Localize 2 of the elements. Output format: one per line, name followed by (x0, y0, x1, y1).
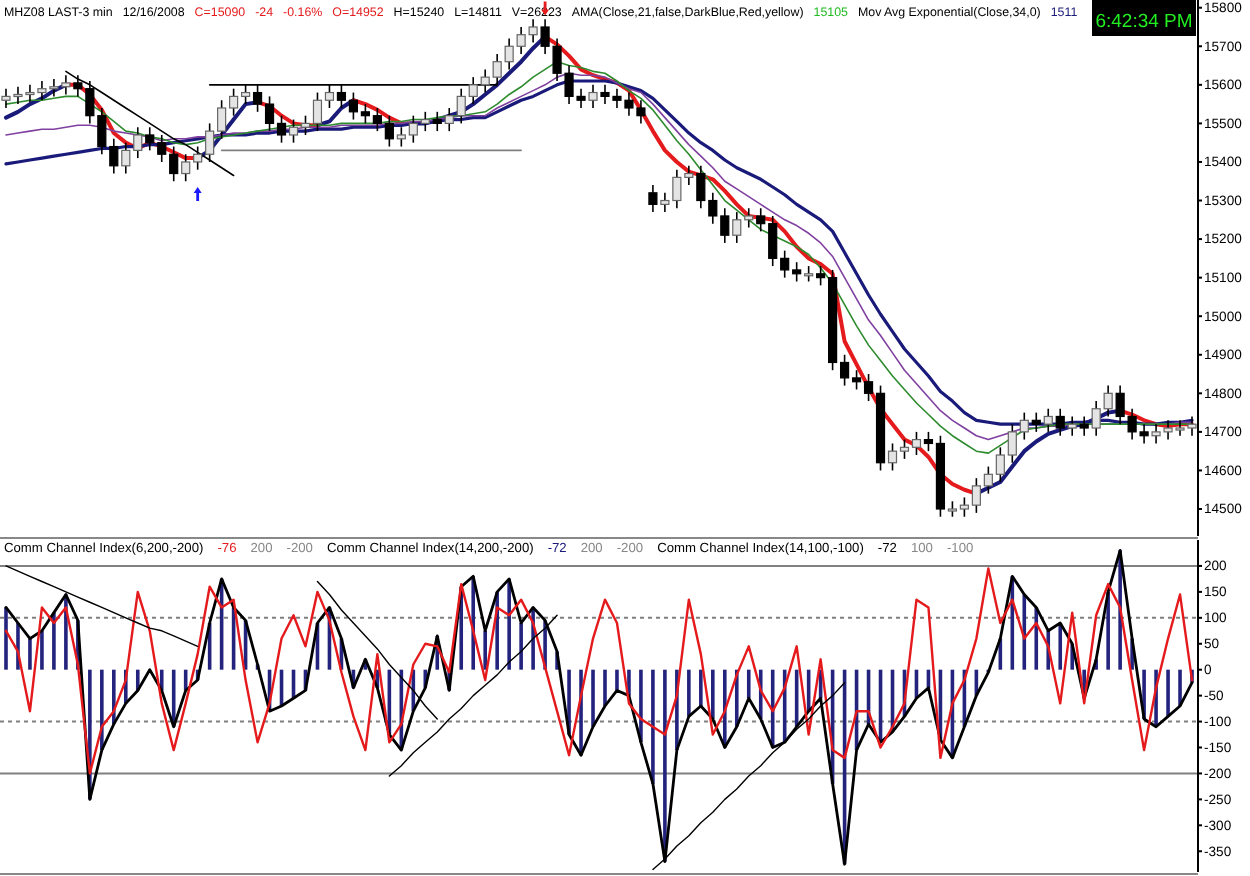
clock-display: 6:42:34 PM (1092, 0, 1196, 36)
annotation: 6:42:34 PM (1095, 11, 1193, 33)
